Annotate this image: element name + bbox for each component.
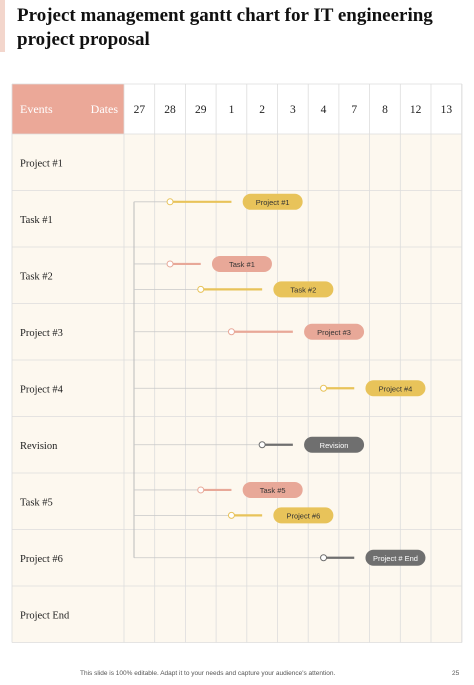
page-title: Project management gantt chart for IT en… [17,5,433,50]
bar-label-pill [304,323,365,340]
date-tick-label: 29 [195,104,207,116]
row-label: Task #1 [20,215,53,226]
footer-note: This slide is 100% editable. Adapt it to… [80,670,336,677]
bar-label: Task #2 [290,285,316,294]
title-accent-bar [0,0,5,52]
row-label: Task #5 [20,497,53,508]
row-label: Project #4 [20,384,64,395]
date-tick-label: 1 [229,104,235,116]
row-label: Revision [20,441,58,452]
bar-label-pill [273,281,334,298]
bar-label: Revision [320,441,349,450]
header-events-cell [12,84,124,134]
bar-label: Project #3 [317,328,351,337]
bar-start-marker [227,511,235,519]
date-tick-label: 3 [290,104,296,116]
bar-label-pill [242,193,303,210]
row-label: Project #3 [20,328,63,339]
row-label: Project End [20,610,70,621]
bar-label-pill [365,380,426,397]
date-tick-label: 8 [382,104,388,116]
row-label: Project #1 [20,158,63,169]
bar-start-marker [227,328,235,336]
bar-start-marker [166,198,174,206]
bar-start-marker [166,260,174,268]
date-tick-label: 28 [164,104,176,116]
date-tick-label: 27 [134,104,146,116]
date-tick-label: 12 [410,104,422,116]
page-number: 25 [452,670,460,677]
header-events-label: Events [20,102,53,116]
bar-label-pill [365,549,426,566]
bar-label-pill [242,481,303,498]
bar-label: Project #6 [286,511,320,520]
bar-label: Task #1 [229,260,255,269]
bar-label-pill [211,255,272,272]
bar-label: Project #1 [256,198,290,207]
bar-label: Task #5 [260,486,286,495]
bar-start-marker [197,486,205,494]
bar-start-marker [258,441,266,449]
bar-label: Project # End [373,554,418,563]
date-tick-label: 2 [259,104,265,116]
bar-start-marker [320,384,328,392]
row-label: Task #2 [20,271,53,282]
date-tick-label: 13 [441,104,453,116]
date-tick-label: 4 [321,104,327,116]
date-tick-label: 7 [351,104,357,116]
row-label: Project #6 [20,554,63,565]
bar-label-pill [273,507,334,524]
bar-label: Project #4 [379,384,413,393]
header-dates-label: Dates [91,102,119,116]
bar-label-pill [304,436,365,453]
bar-start-marker [320,554,328,562]
bar-start-marker [197,285,205,293]
